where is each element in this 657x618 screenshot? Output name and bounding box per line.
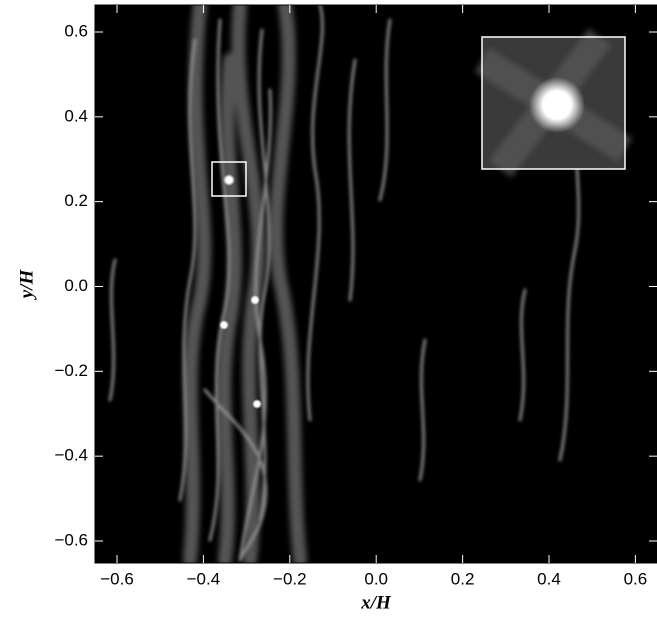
y-tick-label: 0.0 [64, 276, 88, 295]
x-tick-label: 0.4 [537, 569, 561, 588]
x-tick-label: −0.6 [100, 569, 134, 588]
y-tick-label: 0.4 [64, 106, 88, 125]
density-field [108, 5, 582, 563]
y-tick-label: −0.2 [54, 361, 88, 380]
x-tick-label: −0.2 [273, 569, 307, 588]
x-tick-label: 0.2 [451, 569, 475, 588]
x-tick-label: −0.4 [187, 569, 221, 588]
y-tick-label: −0.4 [54, 446, 88, 465]
y-tick-label: 0.6 [64, 21, 88, 40]
x-tick-label: 0.0 [364, 569, 388, 588]
zoom-box [211, 161, 247, 197]
x-tick-label: 0.6 [624, 569, 648, 588]
x-axis-label: x/H [360, 592, 392, 613]
inset [474, 28, 633, 178]
y-tick-label: 0.2 [64, 191, 88, 210]
y-tick-label: −0.6 [54, 530, 88, 549]
y-axis-label: y/H [16, 269, 37, 301]
